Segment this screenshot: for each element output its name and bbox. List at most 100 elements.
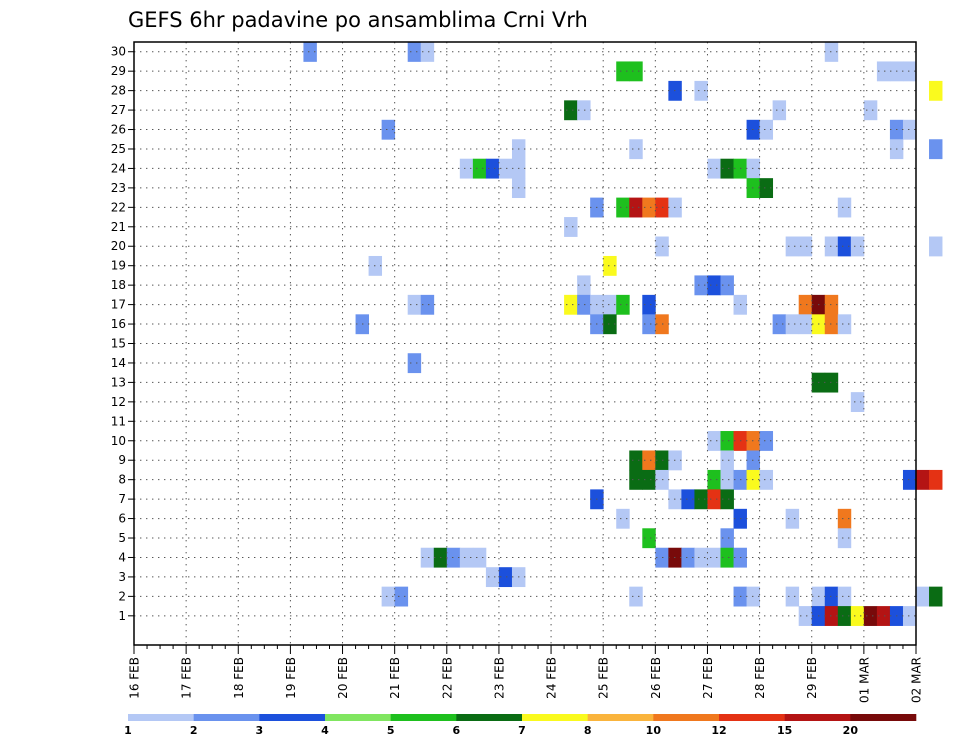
x-tick-label: 21 FEB <box>388 657 402 699</box>
y-tick-label: 8 <box>118 473 126 487</box>
y-tick-label: 28 <box>111 84 126 98</box>
y-axis: 1234567891011121314151617181920212223242… <box>111 45 134 623</box>
heatmap-cell <box>916 586 930 607</box>
heatmap-cell <box>720 450 734 471</box>
colorbar: 1 2 3 4 5 6 7 8 10 12 15 20 <box>124 714 917 737</box>
heatmap-cell <box>720 431 734 451</box>
heatmap-cell <box>381 119 396 140</box>
heatmap-cell <box>720 158 734 179</box>
heatmap-cell <box>929 469 943 490</box>
heatmap-cell <box>446 547 461 568</box>
heatmap-cell <box>485 158 500 179</box>
y-tick-label: 3 <box>118 570 126 584</box>
y-tick-label: 19 <box>111 259 126 273</box>
colorbar-swatch <box>390 714 457 721</box>
heatmap-cell <box>759 119 774 140</box>
heatmap-cell <box>863 606 878 626</box>
heatmap-cell <box>629 197 643 218</box>
heatmap-cell <box>629 61 643 82</box>
x-tick-label: 29 FEB <box>805 657 819 699</box>
heatmap-cell <box>564 294 578 315</box>
y-tick-label: 22 <box>111 200 126 214</box>
heatmap-cell <box>785 586 800 607</box>
heatmap-cell <box>472 158 487 179</box>
heatmap-cell <box>720 275 734 296</box>
heatmap-cell <box>707 431 721 451</box>
colorbar-swatch <box>719 714 785 721</box>
heatmap-cell <box>798 294 813 315</box>
colorbar-swatch <box>325 714 391 721</box>
y-tick-label: 13 <box>111 375 126 389</box>
heatmap-cell <box>876 606 891 626</box>
x-tick-label: 26 FEB <box>649 657 663 699</box>
heatmap-cell <box>577 100 591 121</box>
colorbar-label: 6 <box>453 724 461 737</box>
x-tick-label: 01 MAR <box>857 657 871 703</box>
heatmap-cell <box>694 547 708 568</box>
heatmap-cell <box>603 255 617 276</box>
heatmap-cell <box>642 469 656 490</box>
heatmap-cell <box>837 236 852 257</box>
heatmap-cell <box>824 586 839 607</box>
heatmap-cell <box>798 236 813 257</box>
heatmap-cell <box>759 178 774 199</box>
colorbar-swatch <box>850 714 917 721</box>
colorbar-label: 15 <box>777 724 792 737</box>
y-tick-label: 26 <box>111 123 126 137</box>
y-tick-label: 21 <box>111 220 126 234</box>
heatmap-cell <box>707 469 721 490</box>
colorbar-swatch <box>128 714 194 721</box>
heatmap-cell <box>616 61 630 82</box>
x-tick-label: 22 FEB <box>440 657 454 699</box>
y-tick-label: 18 <box>111 278 126 292</box>
heatmap-cell <box>876 61 891 82</box>
y-tick-label: 16 <box>111 317 126 331</box>
colorbar-label: 7 <box>518 724 526 737</box>
heatmap-cell <box>772 314 787 335</box>
x-tick-label: 17 FEB <box>180 657 194 699</box>
heatmap-cell <box>694 80 708 101</box>
heatmap-cell <box>381 586 396 607</box>
x-tick-label: 19 FEB <box>284 657 298 699</box>
y-tick-label: 9 <box>118 453 126 467</box>
heatmap-cell <box>681 547 695 568</box>
heatmap-cell <box>707 158 721 179</box>
heatmap-cell <box>629 469 643 490</box>
y-tick-label: 5 <box>118 531 126 545</box>
y-tick-label: 1 <box>118 609 126 623</box>
heatmap-cell <box>902 606 917 626</box>
heatmap-cell <box>420 42 435 62</box>
x-tick-label: 02 MAR <box>910 657 924 703</box>
heatmap-cell <box>485 567 500 588</box>
colorbar-swatch <box>193 714 260 721</box>
x-axis: 16 FEB 17 FEB 18 FEB 19 FEB 20 FEB 21 FEB 22 F… <box>128 645 924 703</box>
heatmap-cell <box>577 294 591 315</box>
y-tick-label: 24 <box>111 161 126 175</box>
colorbar-label: 20 <box>843 724 859 737</box>
y-tick-label: 14 <box>111 356 126 370</box>
y-tick-label: 20 <box>111 239 126 253</box>
heatmap-cell <box>642 450 656 471</box>
heatmap-cell <box>720 489 734 510</box>
heatmap-cell <box>459 547 474 568</box>
heatmap-cell <box>824 236 839 257</box>
x-tick-label: 16 FEB <box>128 657 142 699</box>
colorbar-label: 10 <box>646 724 662 737</box>
y-tick-label: 27 <box>111 103 126 117</box>
colorbar-swatch <box>587 714 654 721</box>
x-tick-label: 23 FEB <box>492 657 506 699</box>
heatmap-cell <box>824 372 839 393</box>
heatmap-cell <box>707 275 721 296</box>
heatmap-cell <box>498 567 513 588</box>
y-tick-label: 10 <box>111 434 126 448</box>
heatmap-cell <box>824 294 839 315</box>
heatmap-cell <box>603 294 617 315</box>
heatmap-cell <box>902 119 917 140</box>
heatmap-cell <box>720 528 734 549</box>
heatmap-cell <box>850 392 865 412</box>
colorbar-swatch <box>653 714 720 721</box>
colorbar-label: 12 <box>711 724 726 737</box>
heatmap-cell <box>707 547 721 568</box>
heatmap-cell <box>863 100 878 121</box>
heatmap-cell <box>603 314 617 335</box>
